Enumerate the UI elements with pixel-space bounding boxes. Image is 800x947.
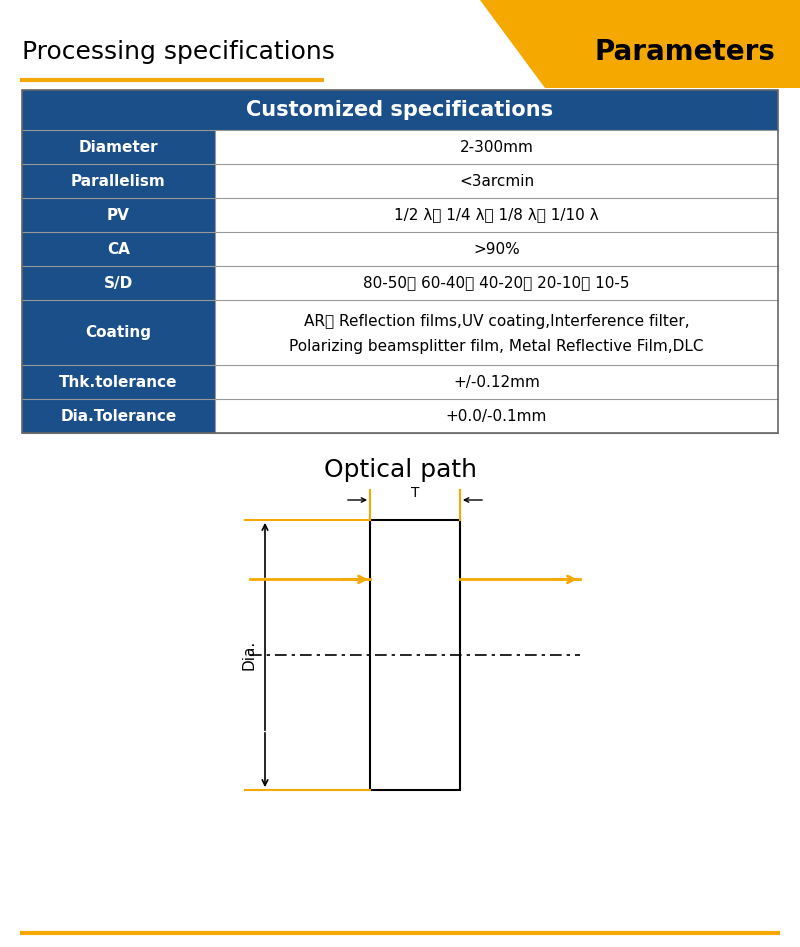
- Bar: [22, 90, 778, 433]
- Text: Polarizing beamsplitter film, Metal Reflective Film,DLC: Polarizing beamsplitter film, Metal Refl…: [290, 339, 704, 354]
- Text: CA: CA: [107, 241, 130, 257]
- Bar: [215, 198, 778, 232]
- Bar: [22, 90, 778, 130]
- Text: 2-300mm: 2-300mm: [459, 139, 534, 154]
- Bar: [22, 232, 215, 266]
- Bar: [215, 300, 778, 365]
- Text: 1/2 λ、 1/4 λ、 1/8 λ、 1/10 λ: 1/2 λ、 1/4 λ、 1/8 λ、 1/10 λ: [394, 207, 599, 223]
- Text: PV: PV: [107, 207, 130, 223]
- Bar: [215, 130, 778, 164]
- Bar: [215, 399, 778, 433]
- Text: AR、 Reflection films,UV coating,Interference filter,: AR、 Reflection films,UV coating,Interfer…: [304, 314, 690, 329]
- Text: Thk.tolerance: Thk.tolerance: [59, 374, 178, 389]
- Text: T: T: [410, 486, 419, 500]
- Bar: [22, 399, 215, 433]
- Text: +/-0.12mm: +/-0.12mm: [453, 374, 540, 389]
- Text: S/D: S/D: [104, 276, 133, 291]
- Bar: [22, 130, 215, 164]
- Polygon shape: [480, 0, 800, 88]
- Bar: [22, 300, 215, 365]
- Text: Dia.: Dia.: [242, 640, 257, 670]
- Bar: [22, 164, 215, 198]
- Bar: [22, 365, 215, 399]
- Text: >90%: >90%: [473, 241, 520, 257]
- Bar: [22, 266, 215, 300]
- Bar: [215, 164, 778, 198]
- Bar: [215, 365, 778, 399]
- Text: Parallelism: Parallelism: [71, 173, 166, 188]
- Bar: [215, 232, 778, 266]
- Text: Customized specifications: Customized specifications: [246, 100, 554, 120]
- Bar: [22, 198, 215, 232]
- Text: Parameters: Parameters: [594, 38, 775, 66]
- Text: +0.0/-0.1mm: +0.0/-0.1mm: [446, 408, 547, 423]
- Text: Diameter: Diameter: [78, 139, 158, 154]
- Text: Coating: Coating: [86, 325, 151, 340]
- Text: Optical path: Optical path: [323, 458, 477, 482]
- Text: Processing specifications: Processing specifications: [22, 40, 335, 64]
- Text: 80-50、 60-40、 40-20、 20-10、 10-5: 80-50、 60-40、 40-20、 20-10、 10-5: [363, 276, 630, 291]
- Bar: [215, 266, 778, 300]
- Text: <3arcmin: <3arcmin: [459, 173, 534, 188]
- Bar: [370, 520, 460, 790]
- Text: Dia.Tolerance: Dia.Tolerance: [60, 408, 177, 423]
